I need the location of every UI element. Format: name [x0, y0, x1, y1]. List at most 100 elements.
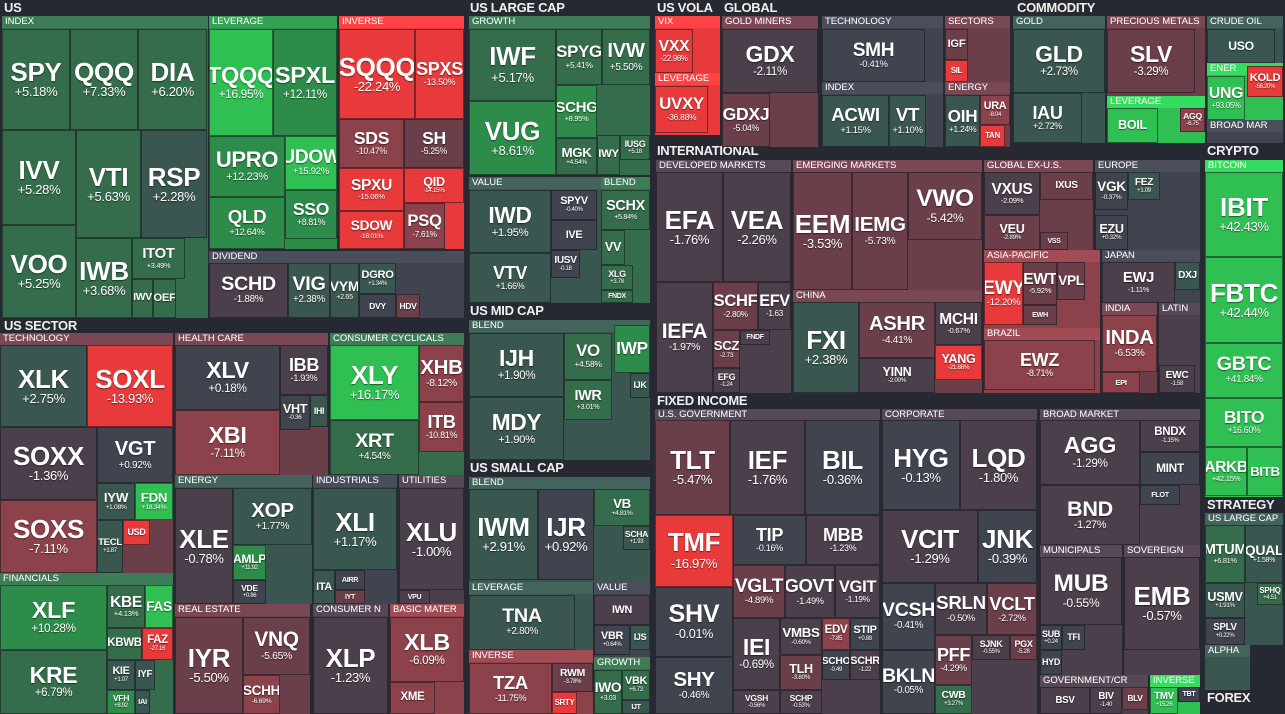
tile-vym[interactable]: VYM +2.65 [330, 263, 359, 318]
tile-vbk[interactable]: VBK +6.73 [622, 670, 650, 700]
tile-tmv[interactable]: TMV +15.26 [1150, 687, 1178, 714]
tile-tip[interactable]: TIP -0.16% [733, 515, 806, 565]
tile-arkb[interactable]: ARKB +42.15% [1205, 447, 1247, 496]
tile-vmbs[interactable]: VMBS -0.60% [780, 618, 822, 655]
tile-xle[interactable]: XLE -0.78% [175, 488, 233, 604]
tile-kbwb[interactable]: KBWB [107, 628, 142, 660]
group-header[interactable]: ENERGY [945, 82, 1010, 94]
group-header[interactable]: BLEND [469, 320, 650, 332]
tile-hyd[interactable]: HYD [1040, 650, 1062, 675]
tile-vea[interactable]: VEA -2.26% [723, 172, 791, 282]
tile-itb[interactable]: ITB -10.81% [419, 402, 464, 452]
tile-schr[interactable]: SCHR -1.22 [850, 650, 880, 680]
tile-kre[interactable]: KRE +6.79% [0, 650, 107, 714]
tile-bito[interactable]: BITO +16.60% [1205, 398, 1283, 447]
tile-rwm[interactable]: RWM -3.78% [552, 663, 593, 692]
tile-vt[interactable]: VT +1.10% [889, 95, 926, 147]
tile-fndf[interactable]: FNDF [740, 330, 770, 345]
tile-vwo[interactable]: VWO -5.42% [908, 172, 982, 240]
tile-sil[interactable]: SIL [945, 60, 968, 82]
tile-qid[interactable]: QID -14.15% [404, 168, 464, 203]
group-header[interactable]: LEVERAGE [1107, 96, 1205, 108]
group-header[interactable]: CORPORATE [882, 409, 1037, 421]
tile-mchi[interactable]: MCHI -0.67% [935, 302, 982, 345]
group-header[interactable]: DEVELOPED MARKETS [656, 160, 791, 172]
tile-iyt[interactable]: IYT [335, 590, 365, 604]
tile-slv[interactable]: SLV -3.29% [1107, 29, 1195, 93]
tile-vgk[interactable]: VGK -0.37% [1095, 172, 1128, 210]
tile-iwv[interactable]: IWV [132, 279, 153, 318]
tile-xlu[interactable]: XLU -1.00% [399, 488, 464, 590]
tile-scz[interactable]: SCZ -2.73 [713, 330, 740, 368]
tile-itot[interactable]: ITOT +3.49% [132, 238, 185, 279]
group-header[interactable]: CRUDE OIL [1207, 16, 1283, 28]
tile-gdxj[interactable]: GDXJ -5.04% [722, 93, 770, 147]
tile-emb[interactable]: EMB -0.57% [1124, 557, 1200, 650]
tile-psq[interactable]: PSQ -7.61% [404, 203, 445, 249]
tile-xhb[interactable]: XHB -8.12% [419, 345, 464, 402]
tile-veu[interactable]: VEU -2.89% [984, 215, 1040, 250]
tile-dia[interactable]: DIA +6.20% [138, 29, 207, 130]
tile-iwb[interactable]: IWB +3.68% [76, 238, 132, 318]
tile-amlp[interactable]: AMLP +11.92 [233, 545, 266, 580]
tile-efv[interactable]: EFV -1.63 [758, 282, 791, 330]
tile-xrt[interactable]: XRT +4.54% [330, 420, 419, 475]
tile-bitb[interactable]: BITB [1247, 447, 1283, 496]
tile-lqd[interactable]: LQD -1.80% [960, 420, 1037, 510]
tile-fndx[interactable]: FNDX [601, 290, 633, 303]
tile-schf[interactable]: SCHF -2.80% [713, 282, 758, 330]
tile-ijs[interactable]: IJS [630, 625, 650, 650]
tile-schd[interactable]: SCHD -1.88% [209, 263, 288, 318]
tile-sso[interactable]: SSO +8.81% [285, 190, 337, 239]
tile-xlf[interactable]: XLF +10.28% [0, 585, 107, 650]
group-header[interactable]: INVERSE [339, 16, 464, 28]
group-header[interactable]: INDEX [2, 16, 208, 28]
tile-igf[interactable]: IGF [945, 29, 968, 60]
tile-epi[interactable]: EPI [1102, 372, 1140, 393]
tile-fxi[interactable]: FXI +2.38% [793, 302, 859, 393]
tile-xly[interactable]: XLY +16.17% [330, 345, 419, 420]
tile-sds[interactable]: SDS -10.47% [339, 119, 404, 168]
tile-vgsh[interactable]: VGSH -0.56% [733, 690, 780, 714]
tile-ita[interactable]: ITA [313, 570, 335, 604]
tile-ive[interactable]: IVE [551, 220, 597, 250]
tile-vo[interactable]: VO +4.58% [564, 333, 612, 380]
tile-vclt[interactable]: VCLT -2.72% [987, 583, 1037, 635]
tile-tbt[interactable]: TBT [1178, 687, 1200, 702]
tile-vcsh[interactable]: VCSH -0.41% [882, 583, 935, 650]
tile-dxj[interactable]: DXJ [1175, 262, 1200, 290]
tile-xlg[interactable]: XLG +3.78 [601, 265, 633, 290]
tile-ibb[interactable]: IBB -1.93% [280, 345, 328, 395]
tile-qld[interactable]: QLD +12.64% [209, 197, 285, 249]
tile-vxx[interactable]: VXX -22.98% [655, 29, 693, 73]
group-header[interactable]: VALUE [469, 177, 601, 189]
group-header[interactable]: GROWTH [469, 16, 650, 28]
tile-ewc[interactable]: EWC -1.58 [1159, 365, 1195, 393]
group-header[interactable]: BITCOIN [1205, 160, 1283, 172]
tile-xbi[interactable]: XBI -7.11% [175, 410, 280, 475]
tile-tmf[interactable]: TMF -16.97% [655, 515, 733, 587]
tile-ewy[interactable]: EWY -12.20% [984, 262, 1023, 325]
tile-ewz[interactable]: EWZ -8.71% [984, 340, 1095, 390]
tile-uvxy[interactable]: UVXY -36.88% [655, 86, 708, 133]
tile-bsv[interactable]: BSV [1040, 687, 1090, 714]
tile-ibit[interactable]: IBIT +42.43% [1205, 172, 1283, 257]
tile-hdv[interactable]: HDV [396, 294, 420, 318]
tile-iwf[interactable]: IWF +5.17% [469, 29, 556, 101]
tile-hyg[interactable]: HYG -0.13% [882, 420, 960, 510]
tile-flot[interactable]: FLOT [1140, 485, 1180, 505]
tile-spxs[interactable]: SPXS -13.50% [415, 29, 464, 119]
tile-spxl[interactable]: SPXL +12.11% [273, 29, 337, 136]
tile-tlt[interactable]: TLT -5.47% [655, 420, 730, 515]
tile-tna[interactable]: TNA +2.80% [469, 595, 575, 650]
tile-srln[interactable]: SRLN -0.50% [935, 583, 987, 635]
tile-pff[interactable]: PFF -4.29% [935, 635, 972, 685]
tile-tfi[interactable]: TFI [1062, 625, 1085, 650]
tile-ivv[interactable]: IVV +5.28% [2, 130, 76, 225]
tile-ung[interactable]: UNG +93.05% [1207, 76, 1245, 120]
tile-vde[interactable]: VDE +0.86 [233, 580, 266, 604]
tile-ijk[interactable]: IJK [630, 373, 650, 398]
tile-pgx[interactable]: PGX -5.28 [1010, 635, 1037, 660]
tile-qual[interactable]: QUAL +1.58% [1245, 525, 1283, 583]
tile-agg[interactable]: AGG -1.29% [1040, 420, 1140, 485]
